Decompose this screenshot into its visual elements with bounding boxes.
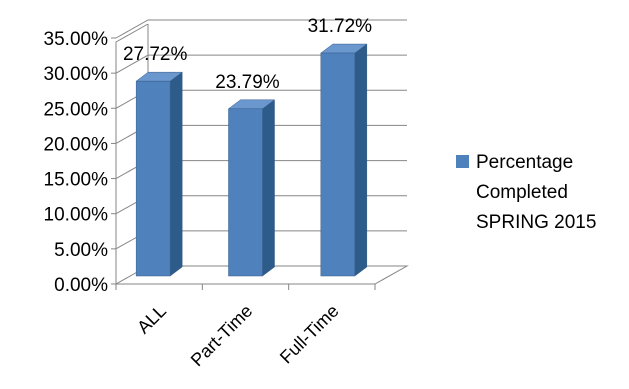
legend-label-line-3: SPRING 2015	[476, 212, 596, 233]
y-tick-label: 5.00%	[54, 240, 108, 261]
gridline	[115, 19, 407, 39]
legend-swatch	[456, 155, 469, 168]
legend-label-line-2: Completed	[476, 182, 568, 203]
y-tick-label: 20.00%	[44, 134, 109, 155]
data-label: 23.79%	[215, 72, 280, 93]
bar-part-time	[227, 99, 276, 277]
y-tick-label: 35.00%	[44, 29, 109, 50]
x-axis-tick-labels: ALL Part-Time Full-Time	[133, 301, 342, 371]
bar-side	[169, 71, 183, 277]
data-label: 27.72%	[123, 44, 188, 65]
data-label: 31.72%	[308, 16, 373, 37]
x-tick-label: ALL	[133, 301, 170, 338]
legend: Percentage Completed SPRING 2015	[456, 152, 596, 233]
side-wall	[115, 23, 149, 284]
bar-front	[320, 52, 356, 277]
bar-front	[135, 80, 171, 277]
x-tick-label: Part-Time	[187, 301, 257, 371]
y-tick-label: 15.00%	[44, 170, 109, 191]
y-tick-label: 0.00%	[54, 275, 108, 296]
bar-all	[135, 71, 183, 277]
bar-front	[228, 108, 263, 277]
bar-side	[262, 99, 275, 277]
y-tick-label: 10.00%	[44, 205, 109, 226]
legend-label-line-1: Percentage	[476, 152, 573, 173]
bar-side	[354, 43, 368, 277]
bar-full-time	[320, 43, 368, 277]
x-tick-label: Full-Time	[276, 301, 343, 368]
data-labels: 27.72% 23.79% 31.72%	[123, 16, 372, 93]
bars	[135, 43, 368, 277]
y-axis-tick-labels: 0.00% 5.00% 10.00% 15.00% 20.00% 25.00% 30.00%…	[44, 29, 109, 296]
y-tick-label: 25.00%	[44, 99, 109, 120]
y-tick-label: 30.00%	[44, 64, 109, 85]
